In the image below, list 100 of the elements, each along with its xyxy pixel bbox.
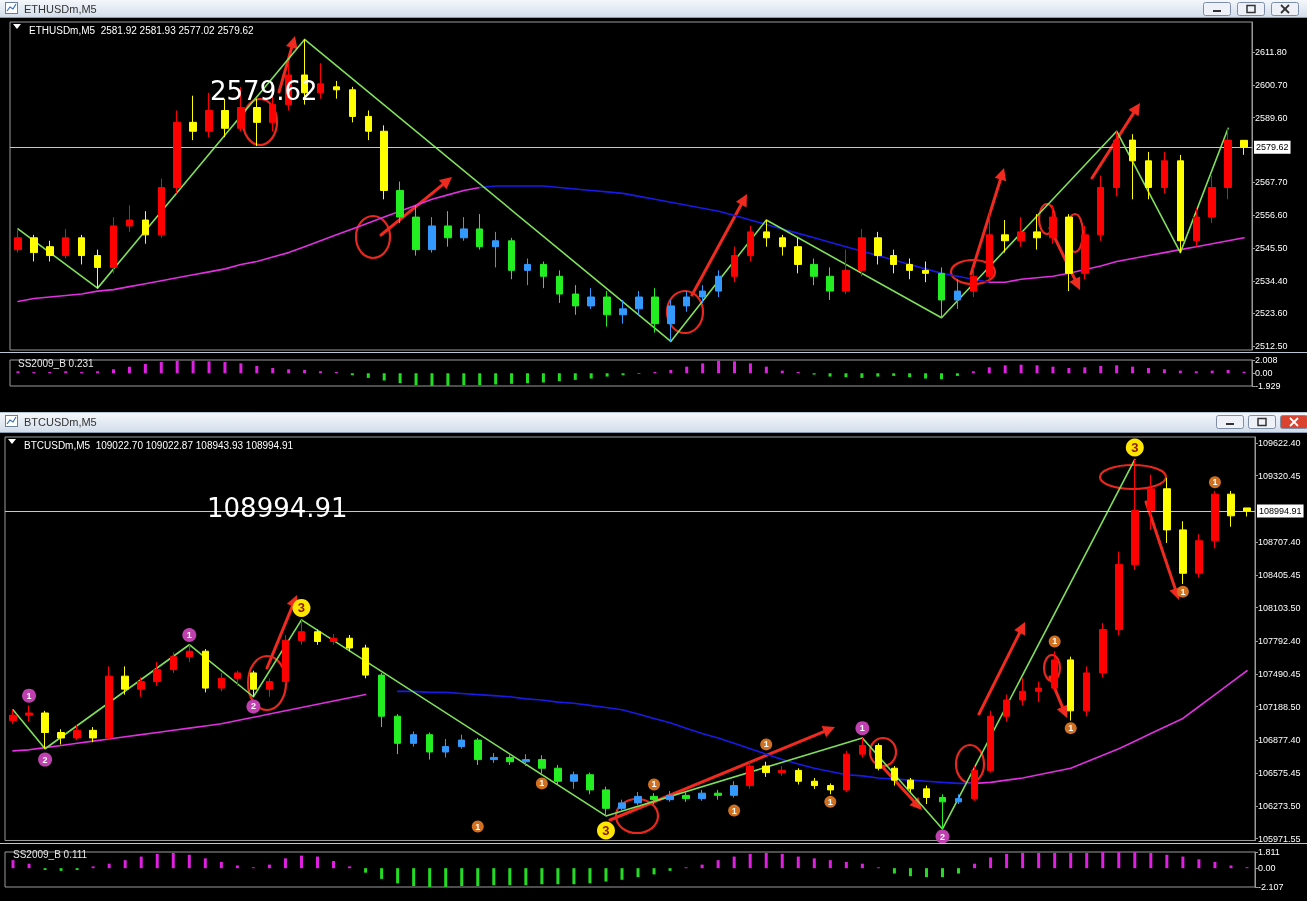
candlestick: [266, 677, 273, 698]
candlestick: [683, 290, 690, 313]
candlestick: [137, 676, 145, 698]
bar: [203, 858, 207, 869]
bar: [123, 860, 127, 869]
y-tick-label: 0.00: [1255, 368, 1273, 379]
candlestick: [794, 237, 802, 274]
bar: [892, 373, 896, 376]
candlestick: [410, 730, 417, 748]
bar: [283, 858, 287, 869]
candlestick: [586, 772, 594, 795]
bar: [155, 853, 159, 869]
candlestick: [173, 110, 181, 194]
candlestick: [444, 210, 452, 248]
candlestick: [986, 210, 993, 283]
candlestick: [556, 269, 563, 304]
bar: [1131, 366, 1135, 374]
bar: [107, 863, 111, 869]
bar: [380, 868, 384, 879]
annotation: 3: [602, 823, 610, 839]
candlestick: [476, 213, 483, 251]
bar: [1197, 859, 1201, 869]
candlestick: [699, 284, 706, 304]
candlestick: [731, 246, 738, 283]
y-tick-label: 2545.50: [1255, 243, 1288, 254]
y-tick-label: 107490.45: [1258, 668, 1301, 679]
bar: [1165, 854, 1169, 869]
candlestick: [522, 753, 530, 767]
bar: [876, 373, 880, 377]
candlestick: [142, 210, 149, 245]
bar: [1003, 365, 1007, 374]
bar: [1101, 852, 1105, 869]
candlestick: [78, 234, 85, 265]
bar: [717, 360, 721, 374]
candlestick: [667, 299, 675, 342]
candlestick: [105, 665, 113, 741]
bar: [1053, 852, 1057, 869]
bar: [924, 373, 928, 379]
annotation: 1: [731, 805, 737, 816]
bar: [748, 853, 752, 869]
candlestick: [1019, 677, 1026, 706]
candlestick: [1033, 213, 1041, 251]
bar: [987, 367, 991, 374]
annotation: 1: [1180, 586, 1186, 597]
line-series: [988, 237, 1245, 284]
bar: [1226, 369, 1230, 374]
y-tick-label: 2589.60: [1255, 112, 1288, 123]
candlestick: [186, 644, 193, 663]
bar: [112, 369, 115, 374]
annotation: 1: [827, 796, 833, 807]
candlestick: [282, 634, 289, 685]
candlestick: [650, 792, 658, 805]
bar: [396, 868, 400, 884]
candlestick: [89, 726, 97, 743]
bar: [716, 860, 720, 869]
bar: [524, 868, 528, 886]
chart-title: BTCUSDm,M5: [24, 416, 97, 428]
y-tick-label: 2523.60: [1255, 308, 1288, 318]
candlestick: [554, 764, 562, 785]
annotation: 1: [859, 723, 865, 734]
candlestick: [635, 290, 643, 316]
chart-title: ETHUSDm,M5: [24, 3, 97, 15]
annotation: 1: [1212, 477, 1218, 488]
y-tick-label: 107188.50: [1258, 701, 1301, 712]
candlestick: [1240, 139, 1248, 156]
candlestick: [810, 258, 818, 286]
bar: [908, 373, 912, 378]
candlestick: [62, 228, 69, 260]
line-series: [17, 186, 481, 303]
candlestick: [346, 634, 353, 652]
y-tick-label: 2567.70: [1255, 177, 1288, 188]
candlestick: [939, 793, 946, 830]
bar: [1162, 369, 1166, 374]
candlestick: [442, 738, 449, 758]
candlestick: [25, 704, 33, 723]
bar: [332, 861, 336, 869]
candlestick: [651, 287, 659, 334]
candlestick: [492, 231, 499, 268]
bar: [1069, 852, 1073, 869]
bar: [476, 868, 480, 887]
candlestick: [875, 742, 882, 771]
candlestick: [1243, 507, 1251, 517]
bar: [557, 373, 561, 382]
candlestick: [426, 732, 433, 761]
bar: [446, 373, 450, 386]
candlestick: [394, 713, 401, 755]
candlestick: [110, 216, 117, 274]
bar: [588, 868, 592, 884]
candlestick: [508, 237, 515, 280]
bar: [989, 857, 993, 869]
bar: [430, 373, 434, 386]
candlestick: [666, 790, 674, 803]
bar: [508, 868, 512, 886]
candlestick: [938, 266, 945, 319]
bar: [941, 868, 944, 878]
chart-title: SS2009_B 0.111: [13, 848, 88, 860]
bar: [973, 863, 977, 869]
bar: [540, 868, 544, 885]
candlestick: [205, 92, 213, 138]
candlestick: [572, 284, 579, 316]
